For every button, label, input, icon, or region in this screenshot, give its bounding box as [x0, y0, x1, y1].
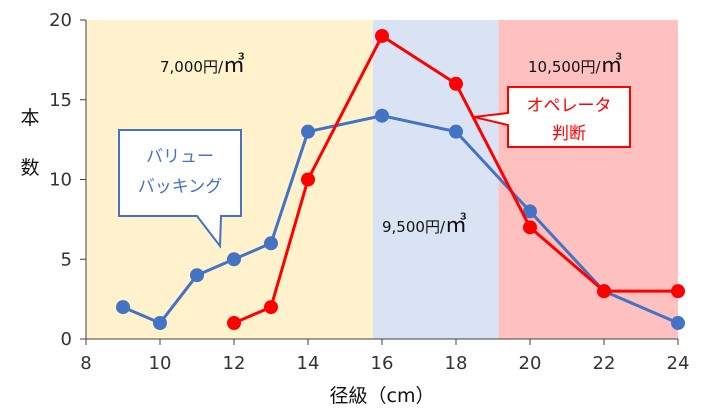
x-tick-label: 16 — [371, 353, 394, 374]
y-tick-label: 5 — [61, 249, 72, 270]
price-band-3 — [498, 20, 678, 339]
callout-2-text: 判断 — [552, 124, 586, 144]
y-tick-label: 10 — [49, 170, 72, 191]
series-2-point — [449, 76, 463, 91]
series-2-point — [523, 220, 537, 235]
price-band-unit: ㎥ — [223, 52, 245, 78]
callout-2-text: オペレータ — [527, 96, 612, 116]
y-axis-title-char: 数 — [20, 157, 39, 179]
price-bands — [86, 20, 678, 339]
series-1-point — [190, 268, 204, 283]
y-axis-title-char: 本 — [20, 107, 39, 129]
series-1-point — [153, 316, 167, 331]
x-tick-label: 14 — [297, 353, 320, 374]
x-tick-label: 8 — [80, 353, 91, 374]
x-tick-label: 24 — [667, 353, 690, 374]
x-tick-label: 10 — [149, 353, 172, 374]
price-band-label-1: 7,000円/㎥ — [160, 52, 245, 78]
series-2-point — [671, 284, 685, 299]
y-tick-label: 20 — [49, 10, 72, 31]
price-band-amount: 10,500円/ — [528, 58, 601, 76]
y-tick-label: 15 — [49, 90, 72, 111]
callout-1-text: バリュー — [146, 147, 214, 167]
price-band-amount: 7,000円/ — [160, 58, 224, 76]
price-band-unit: ㎥ — [445, 212, 467, 238]
series-2-point — [264, 300, 278, 315]
series-1-point — [375, 108, 389, 123]
callout-bubble-2 — [473, 86, 631, 148]
price-band-label-2: 9,500円/㎥ — [382, 212, 467, 238]
series-1-point — [523, 204, 537, 219]
series-1-point — [116, 300, 130, 315]
x-tick-label: 12 — [223, 353, 246, 374]
price-band-amount: 9,500円/ — [382, 218, 446, 236]
series-1-point — [227, 252, 241, 267]
series-line-2 — [232, 34, 680, 325]
x-tick-label: 22 — [593, 353, 616, 374]
series-2-point — [301, 172, 315, 187]
x-axis-title: 径級（cm） — [330, 385, 435, 407]
series-1-point — [301, 124, 315, 139]
callout-1-text: バッキング — [138, 177, 223, 197]
series-1-point — [449, 124, 463, 139]
x-tick-label: 20 — [519, 353, 542, 374]
series-2-point — [375, 28, 389, 43]
series-1-point — [671, 316, 685, 331]
series-lines — [116, 28, 685, 331]
x-tick-label: 18 — [445, 353, 468, 374]
series-1-point — [264, 236, 278, 251]
y-tick-label: 0 — [61, 329, 72, 350]
series-2-point — [227, 316, 241, 331]
price-band-label-3: 10,500円/㎥ — [528, 52, 623, 78]
price-band-unit: ㎥ — [601, 52, 623, 78]
callout-bubble-1 — [118, 129, 242, 249]
series-2-point — [597, 284, 611, 299]
y-axis-title: 本数 — [20, 107, 39, 179]
price-band-2 — [372, 20, 499, 339]
